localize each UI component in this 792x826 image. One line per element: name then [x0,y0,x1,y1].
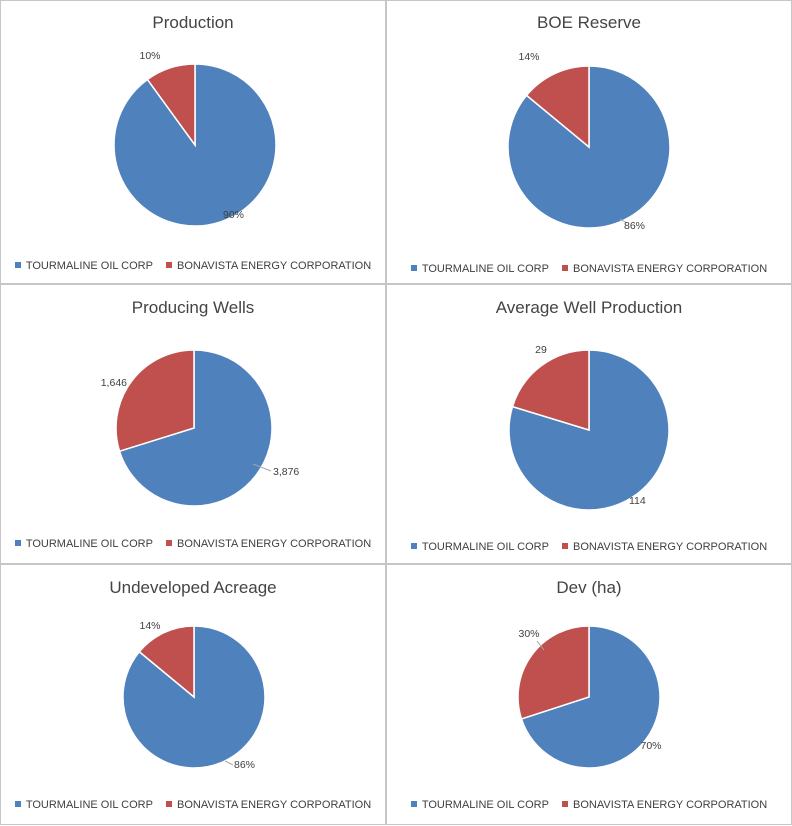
pie-chart: 114 29 [508,344,670,511]
legend-label: TOURMALINE OIL CORP [421,541,549,553]
pie-chart: 90% 10% [113,50,277,227]
legend-swatch-blue [14,801,21,807]
data-label-bonavista-energy-corporation: 29 [535,344,547,356]
legend-item-tourmaline: TOURMALINE OIL CORP [14,260,153,272]
legend-label: TOURMALINE OIL CORP [25,799,153,811]
pie-slice-bonavista-energy-corporation [525,65,590,149]
chart-legend: TOURMALINE OIL CORP BONAVISTA ENERGY COR… [387,541,791,553]
pie-slice-bonavista-energy-corporation [146,63,196,148]
legend-swatch-red [562,543,569,549]
pie-slice-bonavista-energy-corporation [517,625,590,720]
legend-item-bonavista: BONAVISTA ENERGY CORPORATION [562,541,767,553]
chart-panel-dev-ha: Dev (ha) 70% 30% TOURMALINE OIL CORP BONA… [386,564,792,825]
pie-chart: 3,876 1,646 [101,349,299,507]
data-label-tourmaline-oil-corp: 86% [624,220,645,232]
legend-label: BONAVISTA ENERGY CORPORATION [573,263,768,275]
legend-item-bonavista: BONAVISTA ENERGY CORPORATION [562,263,767,275]
data-label-tourmaline-oil-corp: 3,876 [273,466,299,478]
legend-swatch-blue [14,262,21,268]
legend-label: BONAVISTA ENERGY CORPORATION [177,538,372,550]
leader-line [619,218,628,224]
legend-label: BONAVISTA ENERGY CORPORATION [573,541,768,553]
legend-item-tourmaline: TOURMALINE OIL CORP [410,541,549,553]
legend-item-tourmaline: TOURMALINE OIL CORP [14,799,153,811]
legend-swatch-blue [410,265,417,271]
legend-label: TOURMALINE OIL CORP [421,799,549,811]
legend-item-tourmaline: TOURMALINE OIL CORP [410,799,549,811]
chart-legend: TOURMALINE OIL CORP BONAVISTA ENERGY COR… [1,799,385,811]
legend-swatch-blue [410,801,417,807]
chart-legend: TOURMALINE OIL CORP BONAVISTA ENERGY COR… [387,799,791,811]
chart-panel-average-well-production: Average Well Production 114 29 TOURMALINE… [386,284,792,564]
legend-swatch-red [166,801,173,807]
legend-swatch-blue [14,540,21,546]
leader-line [536,640,545,651]
chart-legend: TOURMALINE OIL CORP BONAVISTA ENERGY COR… [1,538,385,550]
data-label-bonavista-energy-corporation: 30% [518,628,539,640]
pie-slice-tourmaline-oil-corp [118,349,273,507]
legend-label: TOURMALINE OIL CORP [421,263,549,275]
legend-swatch-red [166,540,173,546]
pie-slice-bonavista-energy-corporation [511,349,590,432]
chart-title: Undeveloped Acreage [109,578,277,597]
legend-swatch-blue [410,543,417,549]
legend-label: BONAVISTA ENERGY CORPORATION [177,260,372,272]
legend-label: TOURMALINE OIL CORP [25,260,153,272]
chart-panel-boe-reserve: BOE Reserve 86% 14% TOURMALINE OIL CORP B… [386,0,792,284]
pie-slice-tourmaline-oil-corp [520,625,661,769]
leader-line [252,463,272,472]
pie-slice-bonavista-energy-corporation [138,625,195,699]
data-label-tourmaline-oil-corp: 86% [234,759,255,771]
chart-legend: TOURMALINE OIL CORP BONAVISTA ENERGY COR… [387,263,791,275]
chart-title: Production [152,13,234,32]
legend-item-bonavista: BONAVISTA ENERGY CORPORATION [562,799,767,811]
data-label-bonavista-energy-corporation: 1,646 [101,377,127,389]
chart-panel-producing-wells: Producing Wells 3,876 1,646 TOURMALINE OI… [0,284,386,564]
legend-item-tourmaline: TOURMALINE OIL CORP [14,538,153,550]
data-label-bonavista-energy-corporation: 14% [518,51,539,63]
pie-chart: 70% 30% [517,625,662,769]
chart-title: BOE Reserve [537,13,641,32]
legend-swatch-red [166,262,173,268]
chart-panel-undeveloped-acreage: Undeveloped Acreage 86% 14% TOURMALINE OI… [0,564,386,825]
pie-chart: 86% 14% [507,51,671,232]
chart-title: Dev (ha) [556,578,622,597]
data-label-bonavista-energy-corporation: 14% [139,620,160,632]
pie-chart: 86% 14% [122,620,266,771]
data-label-tourmaline-oil-corp: 70% [640,740,661,752]
chart-title: Producing Wells [131,298,255,317]
data-label-bonavista-energy-corporation: 10% [139,50,160,62]
data-label-tourmaline-oil-corp: 90% [223,209,244,221]
chart-legend: TOURMALINE OIL CORP BONAVISTA ENERGY COR… [1,260,385,272]
leader-line [224,760,234,766]
legend-item-bonavista: BONAVISTA ENERGY CORPORATION [166,538,371,550]
chart-panel-production: Production 90% 10% TOURMALINE OIL CORP BO… [0,0,386,284]
legend-swatch-red [562,265,569,271]
legend-item-bonavista: BONAVISTA ENERGY CORPORATION [166,799,371,811]
data-label-tourmaline-oil-corp: 114 [629,495,646,507]
legend-item-bonavista: BONAVISTA ENERGY CORPORATION [166,260,371,272]
legend-label: BONAVISTA ENERGY CORPORATION [573,799,768,811]
chart-title: Average Well Production [495,298,683,317]
legend-swatch-red [562,801,569,807]
legend-item-tourmaline: TOURMALINE OIL CORP [410,263,549,275]
legend-label: TOURMALINE OIL CORP [25,538,153,550]
legend-label: BONAVISTA ENERGY CORPORATION [177,799,372,811]
pie-slice-bonavista-energy-corporation [115,349,195,453]
